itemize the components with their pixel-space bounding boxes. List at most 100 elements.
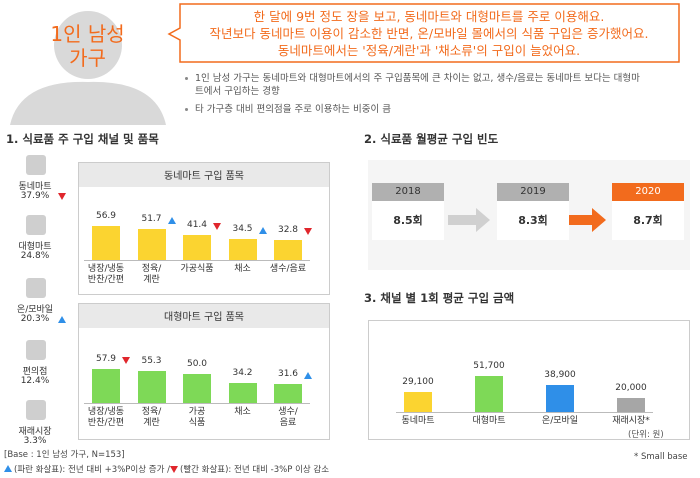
callout-line: 작년보다 동네마트 이용이 감소한 반면, 온/모바일 몰에서의 식품 구입은 …	[209, 26, 649, 41]
panel	[78, 303, 330, 440]
value-label: 34.5	[232, 224, 253, 235]
value-label: 51.7	[141, 214, 162, 225]
chart-title: 대형마트 구입 품목	[164, 312, 244, 323]
channel-icon	[26, 278, 46, 298]
legend-down-icon	[170, 466, 178, 473]
panel	[78, 162, 330, 295]
panel	[368, 320, 690, 440]
frequency-value: 8.5회	[393, 214, 423, 227]
category-label: 동네마트	[401, 416, 435, 426]
callout-line: 한 달에 9번 정도 장을 보고, 동네마트와 대형마트를 주로 이용해요.	[253, 9, 605, 24]
category-label: 대형마트	[472, 416, 506, 426]
category-label: 재래시장*	[612, 416, 650, 426]
bar	[404, 391, 432, 412]
channel-name: 온/모바일	[16, 305, 54, 315]
value-label: 20,000	[615, 383, 647, 394]
category-label: 채소	[234, 407, 251, 417]
bar	[228, 239, 257, 260]
bar	[183, 373, 211, 403]
category-label: 정육/ 계란	[141, 407, 162, 428]
category-label: 냉장/냉동 반찬/간편	[87, 407, 125, 428]
section-title: 2. 식료품 월평균 구입 빈도	[364, 132, 499, 146]
bar	[274, 384, 302, 403]
frequency-value: 8.7회	[633, 214, 663, 227]
bar	[92, 369, 120, 403]
channel-share: 37.9%	[20, 191, 50, 201]
bullet-text: 1인 남성 가구는 동네마트와 대형마트에서의 주 구입품목에 큰 차이는 없고…	[195, 73, 640, 97]
legend-up-icon	[4, 465, 12, 472]
category-label: 정육/ 계란	[141, 264, 162, 285]
year-label: 2019	[497, 183, 569, 201]
bullet: 타 가구층 대비 편의점을 주로 이용하는 비중이 큼	[183, 103, 643, 116]
trend-up	[304, 372, 312, 380]
year-label: 2018	[372, 183, 444, 201]
legend-up: (파란 화살표): 전년 대비 +3%P이상 증가 /	[14, 465, 170, 475]
value-label: 50.0	[186, 358, 208, 369]
channel-share: 12.4%	[20, 376, 50, 386]
section-title: 1. 식료품 주 구입 채널 및 품목	[6, 132, 159, 146]
small-base-note: * Small base	[634, 452, 688, 462]
bar	[546, 384, 574, 412]
channel-share: 3.3%	[23, 436, 47, 446]
value-label: 38,900	[544, 369, 576, 380]
unit-note: (단위: 원)	[628, 430, 664, 440]
channel-name: 대형마트	[18, 242, 52, 252]
callout-box	[167, 3, 680, 63]
bullet: 1인 남성 가구는 동네마트와 대형마트에서의 주 구입품목에 큰 차이는 없고…	[183, 72, 643, 98]
person-silhouette	[10, 11, 166, 125]
bar	[475, 376, 503, 412]
chart-title: 동네마트 구입 품목	[164, 171, 244, 182]
channel-name: 편의점	[22, 367, 48, 377]
segment-title: 1인 남성 가구	[50, 22, 125, 70]
value-label: 51,700	[473, 361, 505, 371]
category-label: 가공 식품	[188, 407, 206, 428]
category-label: 냉장/냉동 반찬/간편	[87, 264, 125, 285]
value-label: 31.6	[277, 369, 299, 380]
trend-down	[213, 223, 221, 231]
value-label: 29,100	[402, 376, 434, 387]
channel-share: 24.8%	[20, 251, 50, 261]
baseline	[396, 412, 653, 413]
trend-up	[167, 217, 176, 225]
bullet-dot	[185, 108, 188, 111]
year-label: 2020	[612, 183, 684, 201]
section-title: 3. 채널 별 1회 평균 구입 금액	[364, 291, 515, 305]
value-label: 56.9	[95, 211, 117, 221]
bullet-dot	[185, 77, 188, 80]
category-label: 채소	[234, 264, 251, 274]
trend-up	[58, 316, 66, 323]
bullet-text: 타 가구층 대비 편의점을 주로 이용하는 비중이 큼	[195, 104, 391, 115]
bar	[92, 226, 120, 260]
channel-name: 재래시장	[18, 427, 52, 437]
baseline	[84, 260, 310, 261]
value-label: 34.2	[232, 367, 253, 378]
bar	[228, 382, 257, 403]
value-label: 32.8	[277, 225, 299, 236]
category-label: 생수/음료	[269, 264, 307, 274]
channel-icon	[26, 215, 46, 235]
channel-name: 동네마트	[18, 182, 52, 192]
channel-icon	[26, 155, 46, 175]
category-label: 가공식품	[180, 264, 214, 274]
baseline	[84, 403, 310, 404]
value-label: 55.3	[141, 355, 162, 366]
bar	[137, 370, 166, 403]
bar	[617, 398, 645, 412]
bar	[137, 229, 166, 260]
bar	[274, 240, 302, 260]
bar	[183, 235, 211, 260]
callout-text: 한 달에 9번 정도 장을 보고, 동네마트와 대형마트를 주로 이용해요. 작년…	[180, 8, 678, 59]
trend-down	[58, 193, 66, 200]
value-label: 41.4	[186, 220, 208, 231]
frequency-value: 8.3회	[518, 214, 548, 227]
bullet-list: 1인 남성 가구는 동네마트와 대형마트에서의 주 구입품목에 큰 차이는 없고…	[183, 72, 643, 121]
value-label: 57.9	[95, 354, 117, 364]
trend-down	[304, 228, 312, 236]
channel-share: 20.3%	[20, 314, 50, 324]
trend-down	[122, 357, 130, 364]
arrows	[448, 208, 606, 232]
channel-icon	[26, 400, 46, 420]
category-label: 생수/ 음료	[278, 407, 298, 428]
legend-down: (빨간 화살표): 전년 대비 -3%P 이상 감소	[180, 465, 330, 475]
